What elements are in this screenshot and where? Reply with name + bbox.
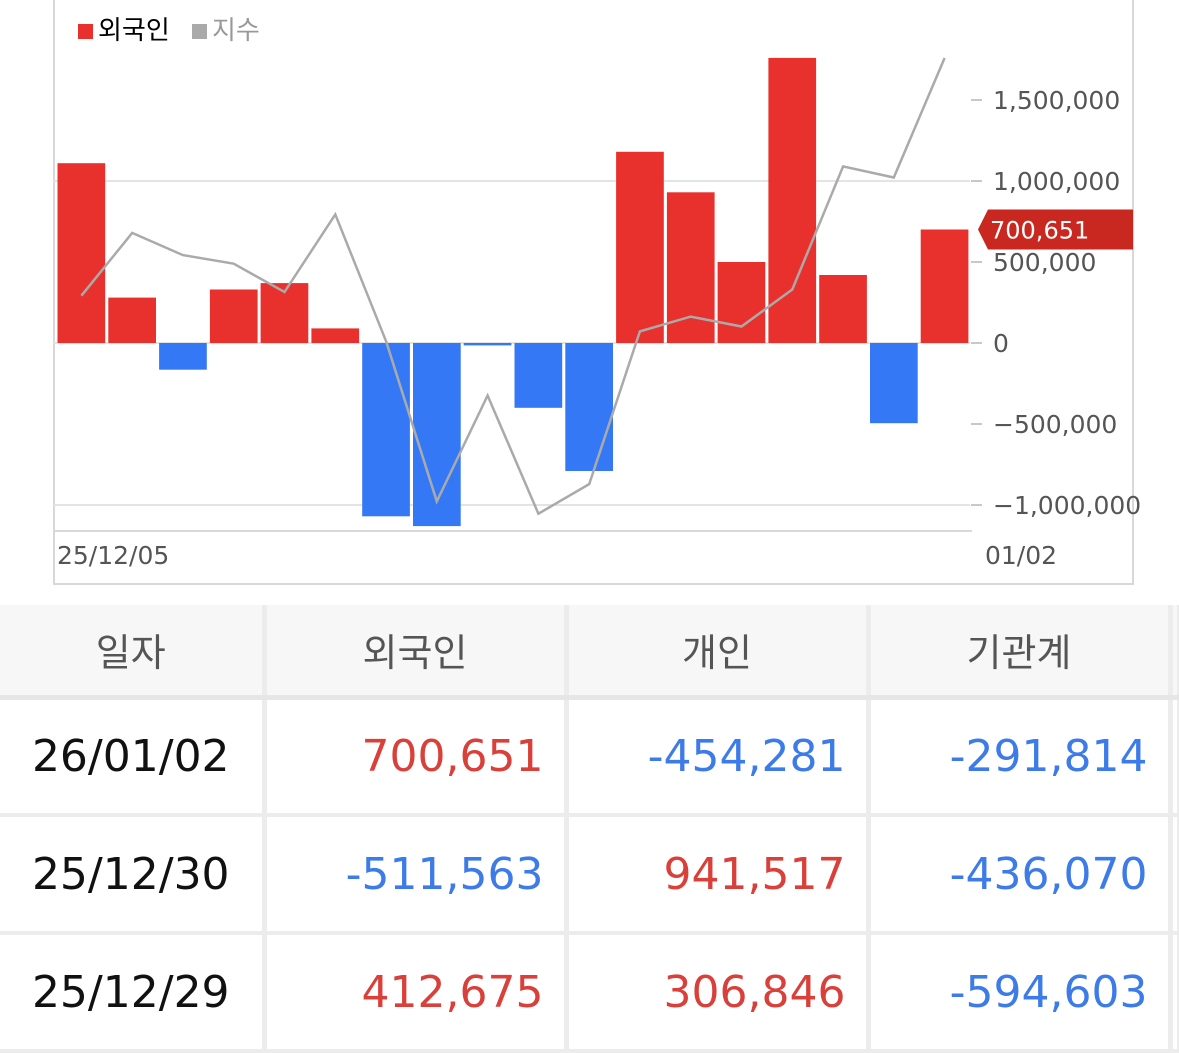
legend-swatch-index: [192, 24, 207, 39]
bar: [413, 343, 461, 527]
bar: [870, 343, 918, 424]
legend-swatch-foreign: [78, 24, 93, 39]
bar: [514, 343, 563, 408]
header-individual: 개인: [566, 605, 871, 700]
y-tick-label: 0: [993, 329, 1009, 358]
cell-institution: -291,814: [868, 697, 1173, 817]
y-tick-label: 1,000,000: [993, 167, 1120, 196]
cell-individual: -454,281: [566, 697, 871, 817]
bar: [463, 343, 512, 346]
table-row[interactable]: 25/12/30 -511,563 941,517 -436,070: [0, 815, 1179, 935]
cell-overflow: [1170, 697, 1179, 817]
bar: [108, 297, 156, 343]
current-value-tag-text: 700,651: [990, 216, 1089, 244]
cell-foreign: 700,651: [264, 697, 569, 817]
legend-label-index: 지수: [212, 16, 260, 46]
header-date: 일자: [0, 605, 267, 700]
index-line: [80, 57, 946, 516]
cell-individual: 306,846: [566, 933, 871, 1053]
bar: [768, 57, 817, 344]
foreign-flow-chart: 1,500,000 1,000,000 500,000 0 −500,000 −1,000…: [53, 0, 1141, 585]
bar: [616, 151, 664, 343]
cell-date: 25/12/29: [0, 933, 267, 1053]
y-tick-label: 1,500,000: [993, 86, 1120, 115]
current-value-tag: 700,651: [978, 209, 1133, 250]
bar: [362, 343, 410, 517]
investor-flow-table: 일자 외국인 개인 기관계 26/01/02 700,651 -454,281 …: [0, 605, 1179, 1053]
table-header-row: 일자 외국인 개인 기관계: [0, 605, 1179, 700]
cell-foreign: 412,675: [264, 933, 569, 1053]
y-tick-label: 500,000: [993, 248, 1096, 277]
cell-institution: -436,070: [868, 815, 1173, 935]
header-institution: 기관계: [868, 605, 1173, 700]
cell-date: 26/01/02: [0, 697, 267, 817]
y-tick-label: −500,000: [993, 410, 1117, 439]
bar: [57, 163, 106, 343]
cell-institution: -594,603: [868, 933, 1173, 1053]
bar: [819, 275, 867, 343]
bar: [311, 328, 360, 343]
x-start-label: 25/12/05: [57, 541, 169, 570]
cell-foreign: -511,563: [264, 815, 569, 935]
header-foreign: 외국인: [264, 605, 569, 700]
cell-overflow: [1170, 933, 1179, 1053]
y-tick-label: −1,000,000: [993, 491, 1141, 520]
bar: [209, 289, 258, 343]
current-value-tag-shape: [978, 209, 1133, 250]
bar: [920, 229, 969, 343]
table-row[interactable]: 25/12/29 412,675 306,846 -594,603: [0, 933, 1179, 1053]
bar: [717, 262, 766, 343]
table-row[interactable]: 26/01/02 700,651 -454,281 -291,814: [0, 697, 1179, 817]
cell-individual: 941,517: [566, 815, 871, 935]
legend-label-foreign: 외국인: [98, 16, 170, 46]
bar: [159, 343, 207, 370]
cell-overflow: [1170, 815, 1179, 935]
cell-date: 25/12/30: [0, 815, 267, 935]
bar: [565, 343, 613, 471]
header-overflow: [1170, 605, 1179, 700]
x-end-label: 01/02: [985, 541, 1057, 570]
y-axis: 1,500,000 1,000,000 500,000 0 −500,000 −1,000…: [971, 86, 1141, 520]
